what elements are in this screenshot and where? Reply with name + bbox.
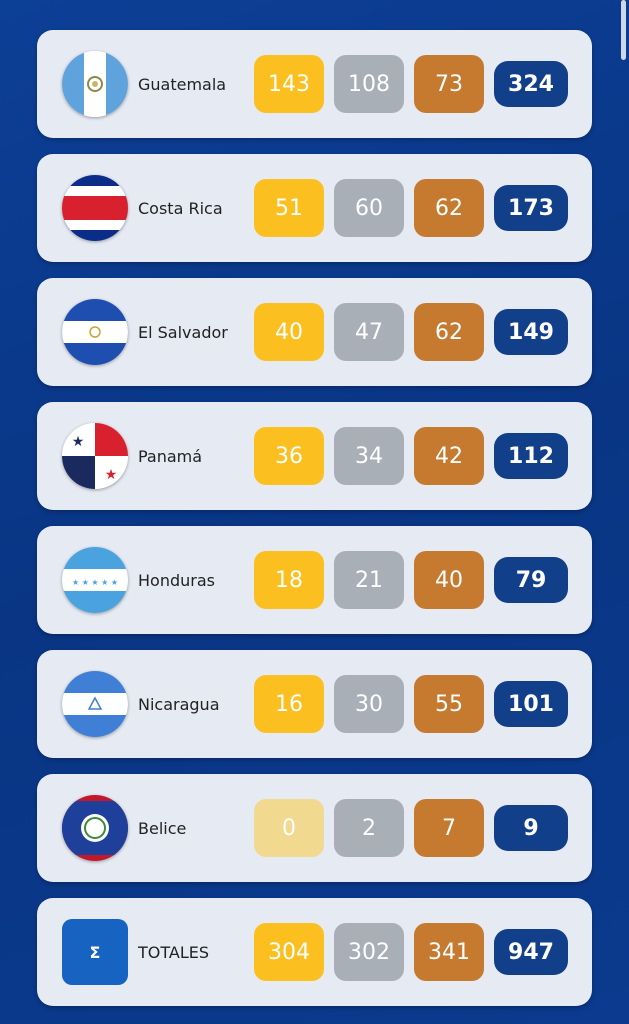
bronze-count: 341 [414,923,484,981]
el-salvador-flag-icon [62,299,128,365]
total-count: 101 [494,681,568,727]
silver-count: 60 [334,179,404,237]
svg-text:★: ★ [105,467,118,483]
country-name: Nicaragua [138,694,220,714]
medal-counts: 0 2 7 9 [254,799,568,857]
sigma-icon: Σ [62,919,128,985]
gold-count: 143 [254,55,324,113]
country-row[interactable]: ★ ★ ★ ★ ★ Honduras 18 21 40 79 [37,526,592,634]
silver-count: 30 [334,675,404,733]
country-row[interactable]: Nicaragua 16 30 55 101 [37,650,592,758]
bronze-count: 42 [414,427,484,485]
silver-count: 34 [334,427,404,485]
total-count: 149 [494,309,568,355]
gold-count: 18 [254,551,324,609]
bronze-count: 40 [414,551,484,609]
silver-count: 108 [334,55,404,113]
total-count: 112 [494,433,568,479]
gold-count: 36 [254,427,324,485]
totals-row: Σ TOTALES 304 302 341 947 [37,898,592,1006]
bronze-count: 62 [414,179,484,237]
country-row[interactable]: Costa Rica 51 60 62 173 [37,154,592,262]
country-row[interactable]: Belice 0 2 7 9 [37,774,592,882]
svg-text:★: ★ [72,434,85,450]
scrollbar[interactable] [621,0,626,60]
total-count: 9 [494,805,568,851]
total-count: 324 [494,61,568,107]
honduras-flag-icon: ★ ★ ★ ★ ★ [62,547,128,613]
totals-label: TOTALES [138,942,210,962]
total-count: 79 [494,557,568,603]
country-row[interactable]: El Salvador 40 47 62 149 [37,278,592,386]
guatemala-flag-icon [62,51,128,117]
bronze-count: 73 [414,55,484,113]
medal-counts: 304 302 341 947 [254,923,568,981]
country-name: Panamá [138,446,203,466]
silver-count: 302 [334,923,404,981]
silver-count: 2 [334,799,404,857]
country-name: Belice [138,818,187,838]
medal-counts: 51 60 62 173 [254,179,568,237]
country-name: Honduras [138,570,215,590]
gold-count: 16 [254,675,324,733]
country-name: El Salvador [138,322,228,342]
gold-count: 0 [254,799,324,857]
country-name: Guatemala [138,74,227,94]
medal-counts: 16 30 55 101 [254,675,568,733]
medal-table: Guatemala 143 108 73 324 Costa Rica 51 6… [37,30,592,1022]
medal-counts: 36 34 42 112 [254,427,568,485]
total-count: 173 [494,185,568,231]
bronze-count: 62 [414,303,484,361]
gold-count: 51 [254,179,324,237]
costa-rica-flag-icon [62,175,128,241]
country-row[interactable]: ★ ★ Panamá 36 34 42 112 [37,402,592,510]
country-row[interactable]: Guatemala 143 108 73 324 [37,30,592,138]
total-count: 947 [494,929,568,975]
panama-flag-icon: ★ ★ [62,423,128,489]
medal-counts: 143 108 73 324 [254,55,568,113]
gold-count: 40 [254,303,324,361]
country-name: Costa Rica [138,198,223,218]
svg-text:★ ★ ★ ★ ★: ★ ★ ★ ★ ★ [72,578,118,587]
silver-count: 21 [334,551,404,609]
bronze-count: 55 [414,675,484,733]
belize-flag-icon [62,795,128,861]
medal-counts: 40 47 62 149 [254,303,568,361]
bronze-count: 7 [414,799,484,857]
nicaragua-flag-icon [62,671,128,737]
gold-count: 304 [254,923,324,981]
silver-count: 47 [334,303,404,361]
medal-counts: 18 21 40 79 [254,551,568,609]
